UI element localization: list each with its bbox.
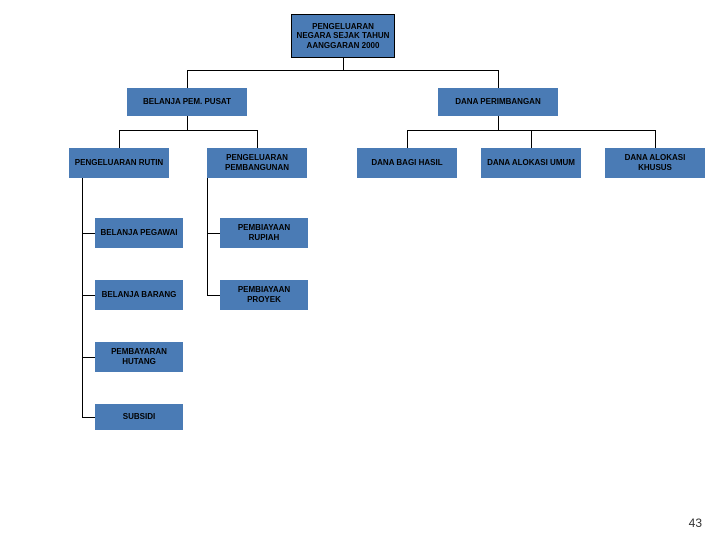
node-alokum: DANA ALOKASI UMUM (481, 148, 581, 178)
node-subsidi: SUBSIDI (95, 404, 183, 430)
connector-line (207, 295, 220, 296)
node-dp: DANA PERIMBANGAN (438, 88, 558, 116)
node-bagi: DANA BAGI HASIL (357, 148, 457, 178)
connector-line (187, 70, 499, 71)
node-bpp: BELANJA PEM. PUSAT (127, 88, 247, 116)
node-barang: BELANJA BARANG (95, 280, 183, 310)
node-rutin: PENGELUARAN RUTIN (69, 148, 169, 178)
connector-line (82, 233, 95, 234)
connector-line (187, 70, 188, 88)
node-proyek: PEMBIAYAAN PROYEK (220, 280, 308, 310)
connector-line (498, 70, 499, 88)
connector-line (82, 295, 95, 296)
node-root: PENGELUARAN NEGARA SEJAK TAHUN AANGGARAN… (291, 14, 395, 58)
connector-line (82, 178, 83, 417)
connector-line (531, 130, 532, 148)
node-hutang: PEMBAYARAN HUTANG (95, 342, 183, 372)
connector-line (119, 130, 120, 148)
connector-line (187, 116, 188, 130)
connector-line (655, 130, 656, 148)
node-alokhk: DANA ALOKASI KHUSUS (605, 148, 705, 178)
node-pemb: PENGELUARAN PEMBANGUNAN (207, 148, 307, 178)
node-rupiah: PEMBIAYAAN RUPIAH (220, 218, 308, 248)
connector-line (82, 417, 95, 418)
connector-line (207, 233, 220, 234)
connector-line (343, 58, 344, 70)
connector-line (82, 357, 95, 358)
connector-line (207, 178, 208, 295)
connector-line (407, 130, 408, 148)
node-pegawai: BELANJA PEGAWAI (95, 218, 183, 248)
connector-line (257, 130, 258, 148)
connector-line (498, 116, 499, 130)
page-number: 43 (689, 516, 702, 530)
connector-line (119, 130, 258, 131)
